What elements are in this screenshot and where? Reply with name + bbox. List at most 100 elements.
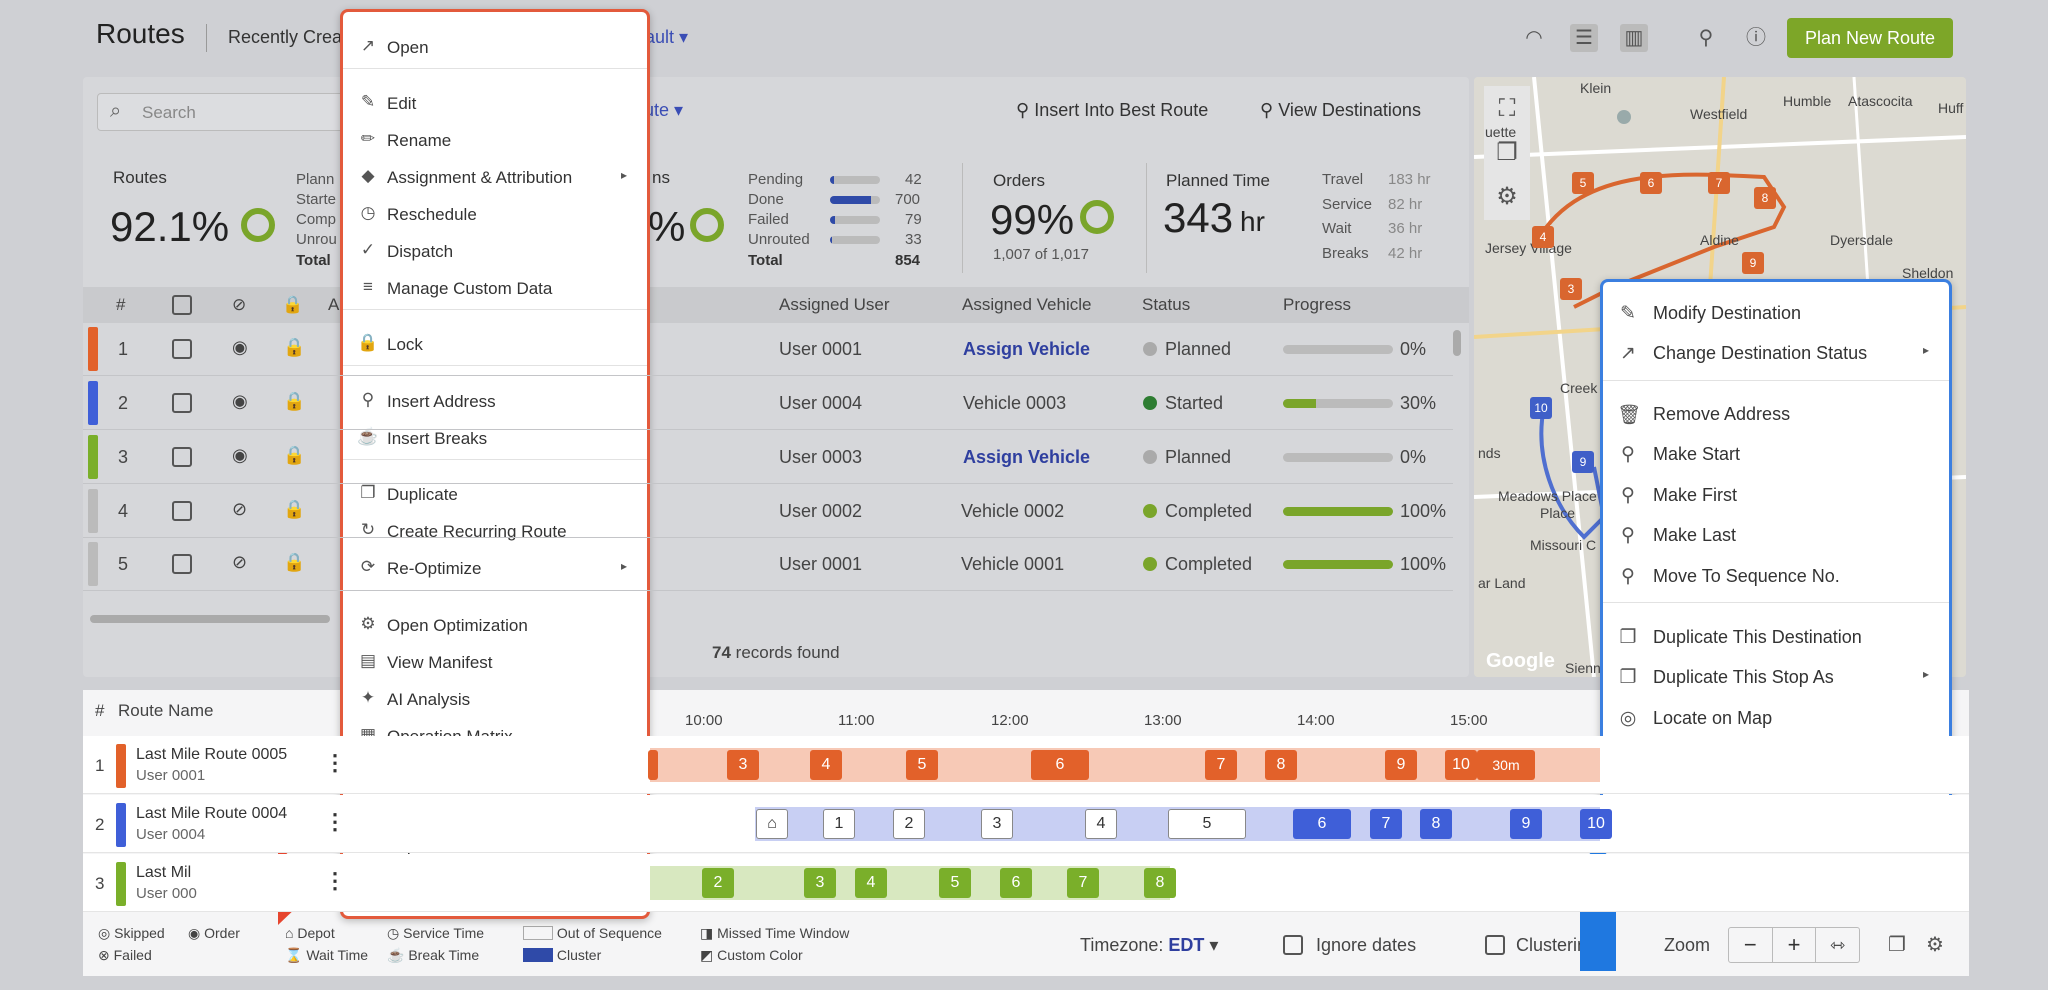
row-checkbox[interactable] [172,447,192,467]
stop-marker[interactable] [648,750,658,780]
dest-menu-item-duplicate-this-stop-as[interactable]: ❐ Duplicate This Stop As ▸ [1603,659,1949,697]
clustering-checkbox[interactable] [1485,935,1505,955]
status-cell[interactable]: Started [1143,393,1223,414]
assigned-vehicle[interactable]: Vehicle 0003 [963,393,1067,413]
dest-menu-item-locate-on-map[interactable]: ◎ Locate on Map [1603,700,1949,738]
map-pin[interactable]: 6 [1640,172,1662,194]
stop-marker[interactable]: 4 [1085,809,1117,839]
map-pin[interactable]: 7 [1708,172,1730,194]
map-pin[interactable]: 3 [1560,278,1582,300]
plan-new-route-button[interactable]: Plan New Route [1787,18,1953,58]
route-filter-dropdown[interactable]: ute ▾ [644,100,684,120]
eye-off-icon[interactable]: ⊘ [232,499,248,519]
dest-menu-item-make-start[interactable]: ⚲ Make Start [1603,436,1949,474]
timezone-select[interactable]: Timezone: EDT ▾ [1080,935,1219,955]
search-input[interactable]: ⌕ Search [97,93,347,131]
dest-menu-item-duplicate-this-destination[interactable]: ❐ Duplicate This Destination [1603,619,1949,657]
zoom-in-button[interactable]: + [1773,928,1817,962]
break-marker[interactable]: 30m [1477,750,1535,780]
fit-width-button[interactable]: ⇿ [1830,935,1846,955]
col-assigned-user[interactable]: Assigned User [779,295,890,314]
route-name[interactable]: Last Mile Route 0004 [136,805,288,822]
route-menu-item-reschedule[interactable]: ◷ Reschedule [343,197,647,233]
stop-marker[interactable]: 4 [855,868,887,898]
info-icon[interactable]: ⓘ [1746,27,1766,49]
stop-marker[interactable]: 9 [1510,809,1542,839]
map-pin[interactable]: 10 [1530,397,1552,419]
insert-into-best-route-button[interactable]: ⚲ Insert Into Best Route [1016,100,1208,121]
route-menu-item-duplicate[interactable]: ❐ Duplicate [343,477,647,513]
eye-icon[interactable]: ◉ [232,337,248,357]
vertical-scrollbar[interactable] [1453,330,1461,356]
map-pin[interactable]: 9 [1742,252,1764,274]
route-menu-item-insert-breaks[interactable]: ☕ Insert Breaks [343,421,647,457]
map-icon[interactable]: ▥ [1620,24,1648,52]
fullscreen-icon[interactable]: ⛶ [1484,86,1530,132]
locations-icon[interactable]: ⚲ [1698,27,1714,49]
assign-vehicle-link[interactable]: Assign Vehicle [963,447,1091,467]
stop-marker[interactable]: 8 [1420,809,1452,839]
lock-header-icon[interactable]: 🔒 [282,295,304,314]
stop-marker[interactable]: 9 [1385,750,1417,780]
map-pin[interactable]: 8 [1754,187,1776,209]
route-menu-item-assignment-attribution[interactable]: ◆ Assignment & Attribution ▸ [343,160,647,196]
map-pin[interactable]: 5 [1572,172,1594,194]
route-menu-item-rename[interactable]: ✏ Rename [343,123,647,159]
route-name[interactable]: Last Mile Route 0005 [136,746,288,763]
stop-marker[interactable]: 3 [804,868,836,898]
col-status[interactable]: Status [1142,295,1191,314]
eye-icon[interactable]: ◉ [232,445,248,465]
route-menu-item-create-recurring-route[interactable]: ↻ Create Recurring Route [343,514,647,550]
assigned-user[interactable]: User 0001 [779,339,863,359]
stop-marker[interactable]: 6 [1031,750,1089,780]
eye-off-icon[interactable]: ⊘ [232,552,248,572]
select-all-checkbox[interactable] [172,295,192,315]
table-row[interactable] [83,537,1453,591]
stop-marker[interactable]: 5 [939,868,971,898]
speedometer-icon[interactable]: ◠ [1525,27,1543,49]
lock-icon[interactable]: 🔒 [283,391,306,411]
row-checkbox[interactable] [172,501,192,521]
zoom-out-button[interactable]: − [1729,928,1773,962]
stop-marker[interactable]: 10 [1445,750,1477,780]
stop-marker[interactable]: 1 [823,809,855,839]
stop-marker[interactable]: 5 [1168,809,1246,839]
route-kebab-menu-button[interactable]: ⋮ [324,809,346,834]
route-kebab-menu-button[interactable]: ⋮ [324,750,346,775]
row-checkbox[interactable] [172,554,192,574]
route-menu-item-view-manifest[interactable]: ▤ View Manifest [343,645,647,681]
unlock-icon[interactable]: 🔒 [283,337,306,357]
assigned-vehicle[interactable]: Vehicle 0002 [961,501,1065,521]
horizontal-scrollbar[interactable] [90,615,330,623]
assigned-user[interactable]: User 0003 [779,447,863,467]
row-checkbox[interactable] [172,339,192,359]
stop-marker[interactable]: 3 [981,809,1013,839]
route-menu-item-edit[interactable]: ✎ Edit [343,86,647,122]
stop-marker[interactable]: 6 [1000,868,1032,898]
assigned-vehicle[interactable]: Vehicle 0001 [961,554,1065,574]
col-progress[interactable]: Progress [1283,295,1352,314]
status-cell[interactable]: Completed [1143,501,1252,522]
visibility-header-icon[interactable]: ⊘ [232,295,247,314]
unlock-icon[interactable]: 🔒 [283,445,306,465]
map-pin[interactable]: 9 [1572,451,1594,473]
route-menu-item-manage-custom-data[interactable]: ≡ Manage Custom Data [343,271,647,307]
route-menu-item-dispatch[interactable]: ✓ Dispatch [343,234,647,270]
route-menu-item-open-optimization[interactable]: ⚙ Open Optimization [343,608,647,644]
stop-marker[interactable]: 8 [1265,750,1297,780]
layers-icon[interactable]: ❐ [1484,130,1530,176]
dest-menu-item-remove-address[interactable]: 🗑 Remove Address [1603,396,1949,434]
route-menu-item-lock[interactable]: 🔒 Lock [343,327,647,363]
stop-marker[interactable]: 10 [1580,809,1612,839]
route-kebab-menu-button[interactable]: ⋮ [324,868,346,893]
stop-marker[interactable]: 7 [1067,868,1099,898]
table-row[interactable] [83,322,1453,376]
stop-marker[interactable]: 7 [1370,809,1402,839]
status-cell[interactable]: Completed [1143,554,1252,575]
table-row[interactable] [83,484,1453,538]
table-row[interactable] [83,430,1453,484]
route-menu-item-ai-analysis[interactable]: ✦ AI Analysis [343,682,647,718]
route-menu-item-re-optimize[interactable]: ⟳ Re-Optimize ▸ [343,551,647,587]
stop-marker[interactable]: 5 [906,750,938,780]
dest-menu-item-make-first[interactable]: ⚲ Make First [1603,477,1949,515]
